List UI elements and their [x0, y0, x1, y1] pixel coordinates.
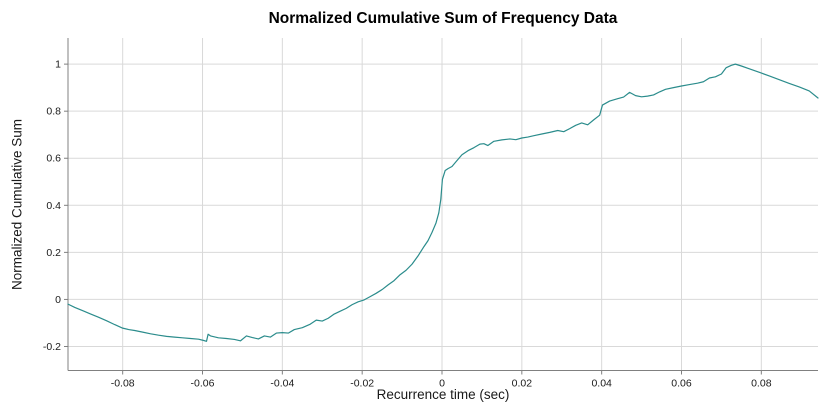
y-tick-label: -0.2: [43, 341, 61, 353]
data-line-normalized-cumulative-sum: [67, 63, 819, 342]
x-tick-label: -0.02: [350, 378, 374, 390]
y-tick-label: 0: [55, 294, 61, 306]
chart-title: Normalized Cumulative Sum of Frequency D…: [268, 10, 618, 27]
x-tick-label: 0: [439, 378, 445, 390]
x-tick-label: 0.02: [512, 378, 533, 390]
y-tick-label: 0.2: [46, 247, 61, 259]
y-tick-label: 0.6: [46, 153, 61, 165]
y-tick-label: 1: [55, 59, 61, 71]
x-tick-label: -0.06: [191, 378, 215, 390]
y-tick-label: 0.8: [46, 106, 61, 118]
x-tick-label: 0.04: [591, 378, 612, 390]
y-axis-label: Normalized Cumulative Sum: [9, 118, 25, 291]
x-tick-label: 0.06: [671, 378, 692, 390]
x-tick-label: 0.08: [751, 378, 772, 390]
x-tick-label: -0.08: [111, 378, 135, 390]
y-tick-label: 0.4: [46, 200, 61, 212]
x-axis-label: Recurrence time (sec): [376, 387, 510, 402]
x-tick-label: -0.04: [270, 378, 294, 390]
